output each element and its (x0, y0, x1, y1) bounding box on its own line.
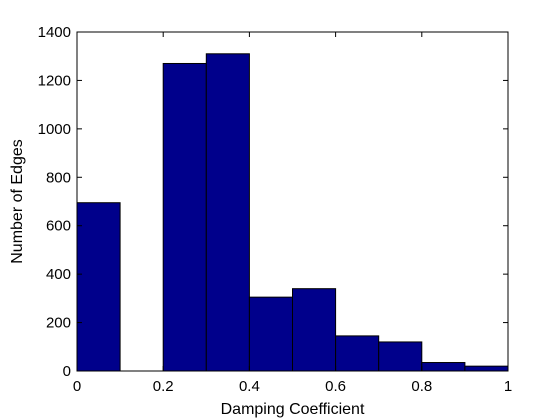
y-tick-label: 1200 (38, 72, 71, 89)
y-tick-label: 1000 (38, 121, 71, 138)
histogram-bar (464, 365, 509, 372)
y-tick-label: 1400 (38, 24, 71, 41)
histogram-bar (76, 202, 121, 372)
y-tick-label: 800 (46, 169, 71, 186)
x-tick-label: 0.2 (153, 378, 174, 395)
y-tick-label: 600 (46, 218, 71, 235)
histogram-bar (205, 53, 250, 372)
y-tick-labels: 0 200 400 600 800 1000 1200 1400 (38, 24, 71, 380)
histogram-bar (162, 62, 207, 372)
y-tick-label: 0 (63, 363, 71, 380)
bars-group (76, 53, 509, 372)
x-tick-label: 1 (504, 378, 512, 395)
histogram-bar (421, 362, 466, 372)
plot-area-frame (76, 31, 509, 372)
x-tick-label: 0 (73, 378, 81, 395)
histogram-bar (335, 335, 380, 372)
x-tick-label: 0.6 (325, 378, 346, 395)
histogram-bar (292, 288, 337, 372)
y-axis-label: Number of Edges (9, 139, 26, 264)
y-tick-label: 400 (46, 266, 71, 283)
x-axis-label: Damping Coefficient (221, 401, 365, 418)
x-tick-labels: 0 0.2 0.4 0.6 0.8 1 (73, 378, 512, 395)
y-tick-label: 200 (46, 315, 71, 332)
x-tick-label: 0.8 (411, 378, 432, 395)
histogram-bar (378, 341, 423, 372)
x-tick-label: 0.4 (239, 378, 260, 395)
histogram-bar (248, 296, 293, 372)
